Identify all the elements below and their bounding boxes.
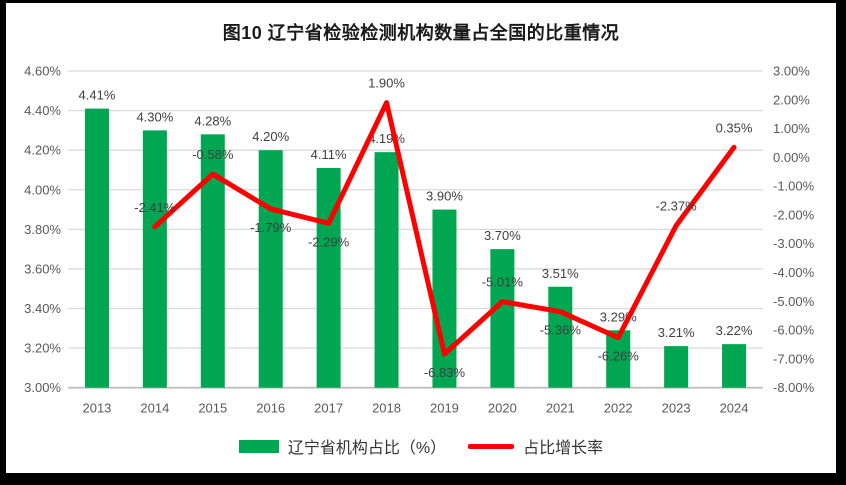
right-axis-tick-label: -1.00% [773, 179, 815, 194]
bar-data-label: 3.90% [426, 189, 463, 204]
x-axis-tick-label: 2016 [256, 401, 285, 416]
bar-data-label: 3.22% [716, 323, 753, 338]
right-axis-tick-label: -7.00% [773, 351, 815, 366]
x-axis-tick-label: 2017 [314, 401, 343, 416]
line-data-label: -6.83% [424, 365, 466, 380]
line-data-label: -0.58% [192, 147, 234, 162]
chart-title: 图10 辽宁省检验检测机构数量占全国的比重情况 [222, 23, 620, 43]
line-data-label: -5.01% [482, 275, 524, 290]
bar [722, 344, 747, 388]
bar-data-label: 4.30% [136, 109, 173, 124]
x-axis-tick-label: 2023 [662, 401, 691, 416]
left-axis-tick-label: 3.20% [24, 341, 61, 356]
right-axis-tick-label: -8.00% [773, 380, 815, 395]
x-axis-tick-label: 2014 [140, 401, 169, 416]
left-axis-tick-label: 3.40% [24, 301, 61, 316]
right-axis-tick-label: -4.00% [773, 265, 815, 280]
plot-area: 4.60% 4.40% 4.20% 4.00% 3.80% 3.60% 3.40% 3.20%… [24, 64, 815, 416]
legend-line-label: 占比增长率 [523, 440, 604, 457]
line-data-label: -2.29% [308, 234, 350, 249]
x-axis-tick-label: 2019 [430, 401, 459, 416]
line-data-label: 0.35% [716, 120, 753, 135]
right-axis-tick-label: 0.00% [773, 150, 810, 165]
bar-data-label: 3.51% [542, 266, 579, 281]
line-data-label: 1.90% [368, 76, 405, 91]
bar-data-label: 4.11% [311, 147, 347, 162]
bar [142, 130, 167, 388]
line-data-label: -1.79% [250, 220, 292, 235]
left-axis-tick-label: 4.40% [24, 103, 61, 118]
bar [490, 249, 515, 388]
line-data-label: -6.26% [598, 349, 640, 364]
right-axis-tick-label: -2.00% [773, 207, 815, 222]
bar [258, 150, 283, 388]
left-axis-tick-label: 3.00% [24, 380, 61, 395]
right-axis-tick-label: -5.00% [773, 294, 815, 309]
left-axis-tick-label: 3.60% [24, 261, 61, 276]
right-axis-tick-label: 3.00% [773, 64, 810, 79]
x-axis-tick-label: 2022 [604, 401, 633, 416]
bar [374, 152, 399, 388]
chart-container: 图10 辽宁省检验检测机构数量占全国的比重情况 4.60% 4.40% 4.20% 4… [6, 3, 836, 473]
left-axis-tick-label: 3.80% [24, 222, 61, 237]
bar-data-label: 4.20% [252, 129, 289, 144]
legend-item-line: 占比增长率 [468, 434, 603, 458]
bar [548, 286, 573, 388]
chart-legend: 辽宁省机构占比（%） 占比增长率 [6, 434, 836, 458]
line-data-label: -5.36% [540, 323, 582, 338]
bar-data-label: 3.70% [484, 228, 521, 243]
growth-line [152, 100, 737, 357]
left-axis-tick-label: 4.20% [24, 143, 61, 158]
bar [84, 108, 109, 388]
bar-data-label: 4.28% [194, 113, 231, 128]
bar-data-label: 3.21% [658, 325, 695, 340]
line-data-label: -2.37% [656, 199, 698, 214]
bar [664, 346, 689, 388]
left-axis-tick-label: 4.00% [24, 182, 61, 197]
right-axis-tick-label: 2.00% [773, 92, 810, 107]
right-axis-tick-label: -3.00% [773, 236, 815, 251]
legend-bar-label: 辽宁省机构占比（%） [287, 440, 447, 457]
x-axis-tick-label: 2018 [372, 401, 401, 416]
x-axis-tick-label: 2013 [82, 401, 111, 416]
x-axis-tick-label: 2021 [546, 401, 575, 416]
right-axis-tick-label: 1.00% [773, 121, 810, 136]
bar [432, 209, 457, 388]
x-axis-tick-label: 2024 [720, 401, 749, 416]
line-data-label: -2.41% [134, 200, 176, 215]
left-axis-tick-label: 4.60% [24, 64, 61, 79]
bar-data-label: 4.41% [79, 88, 116, 103]
right-axis-tick-label: -6.00% [773, 323, 815, 338]
x-axis-tick-label: 2015 [198, 401, 227, 416]
legend-line-swatch-icon [468, 443, 515, 449]
legend-bar-swatch-icon [238, 439, 279, 453]
x-axis-tick-label: 2020 [488, 401, 517, 416]
legend-item-bar: 辽宁省机构占比（%） [238, 434, 447, 458]
